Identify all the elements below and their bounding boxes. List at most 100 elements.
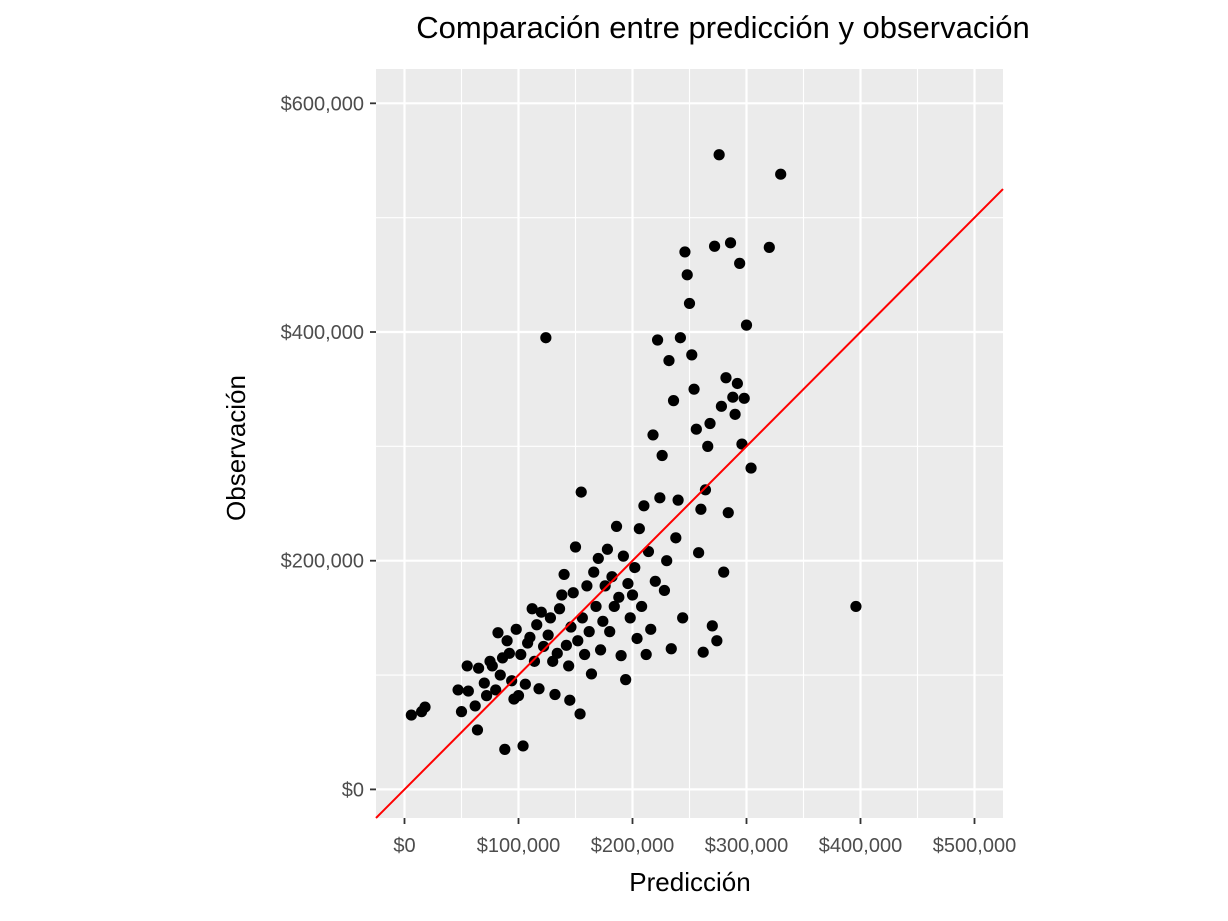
data-point [711, 635, 723, 647]
data-point [469, 700, 481, 712]
x-tick-label: $300,000 [705, 835, 788, 857]
data-point [622, 577, 634, 590]
y-axis-title: Observación [221, 375, 251, 521]
data-point [690, 423, 702, 435]
data-point [567, 587, 579, 599]
data-point [629, 561, 641, 574]
data-point [551, 647, 563, 659]
data-point [740, 319, 753, 331]
data-point [631, 632, 643, 645]
data-point [693, 547, 705, 559]
data-point [697, 646, 709, 658]
data-point [617, 550, 629, 562]
data-point [645, 623, 657, 635]
data-point [674, 332, 686, 344]
data-point [699, 484, 712, 496]
data-point [695, 503, 707, 515]
data-point [702, 440, 714, 452]
data-point [601, 543, 614, 555]
data-point [499, 743, 511, 755]
data-point [718, 566, 730, 578]
data-point [486, 660, 498, 672]
data-point [613, 591, 625, 603]
data-point [553, 603, 566, 615]
data-point [649, 575, 661, 587]
data-point [594, 644, 607, 656]
data-point [715, 400, 728, 412]
data-point [636, 600, 648, 613]
data-point [480, 690, 493, 702]
data-point [510, 623, 522, 635]
x-tick-label: $100,000 [477, 835, 560, 857]
data-point [542, 629, 554, 641]
data-points [405, 149, 862, 755]
data-point [540, 332, 552, 344]
data-point [517, 740, 529, 752]
data-point [512, 690, 525, 702]
data-point [452, 684, 464, 696]
data-point [572, 635, 584, 647]
data-point [654, 492, 666, 504]
data-point [503, 647, 515, 659]
data-point [585, 668, 598, 680]
data-point [569, 541, 582, 553]
data-point [535, 606, 547, 618]
data-point [556, 589, 568, 601]
data-point [729, 408, 741, 420]
data-point [706, 620, 718, 632]
data-point [473, 662, 485, 674]
data-point [526, 603, 538, 615]
data-point [549, 688, 561, 701]
data-point [615, 650, 627, 662]
data-point [720, 372, 732, 384]
data-point [658, 584, 671, 597]
data-point [455, 706, 468, 718]
data-point [560, 639, 572, 651]
data-point [681, 269, 693, 281]
data-point [656, 449, 668, 462]
data-point [647, 429, 659, 441]
y-tick-label: $0 [342, 779, 364, 801]
data-point [524, 631, 536, 643]
data-point [558, 568, 570, 581]
y-axis: $0 $200,000 $400,000 $600,000 [281, 93, 376, 801]
data-point [722, 507, 734, 519]
x-axis: $0 $100,000 $200,000 $300,000 $400,000 $500,0… [393, 818, 1016, 857]
data-point [651, 334, 664, 346]
data-point [528, 655, 541, 667]
y-tick-label: $400,000 [281, 322, 364, 344]
data-point [633, 523, 645, 535]
data-point [683, 297, 696, 310]
x-tick-label: $500,000 [933, 835, 1016, 857]
data-point [704, 417, 716, 430]
data-point [624, 612, 636, 624]
data-point [588, 566, 600, 578]
x-axis-title: Predicción [629, 867, 750, 897]
data-point [564, 694, 576, 706]
data-point [501, 635, 513, 647]
data-point [775, 168, 787, 180]
data-point [492, 627, 504, 639]
x-tick-label: $400,000 [819, 835, 902, 857]
chart-title: Comparación entre predicción y observaci… [416, 10, 1029, 45]
data-point [638, 500, 650, 512]
data-point [592, 552, 604, 565]
data-point [850, 600, 862, 613]
data-point [519, 678, 531, 690]
data-point [727, 391, 739, 403]
data-point [731, 377, 743, 390]
data-point [478, 677, 490, 689]
data-point [679, 246, 691, 258]
data-point [724, 237, 737, 249]
data-point [763, 241, 775, 253]
data-point [604, 626, 616, 638]
data-point [575, 486, 587, 498]
data-point [531, 619, 543, 631]
data-point [563, 660, 575, 672]
data-point [686, 349, 698, 361]
data-point [672, 494, 684, 506]
data-point [405, 709, 417, 721]
y-tick-label: $600,000 [281, 93, 364, 115]
data-point [419, 701, 431, 713]
